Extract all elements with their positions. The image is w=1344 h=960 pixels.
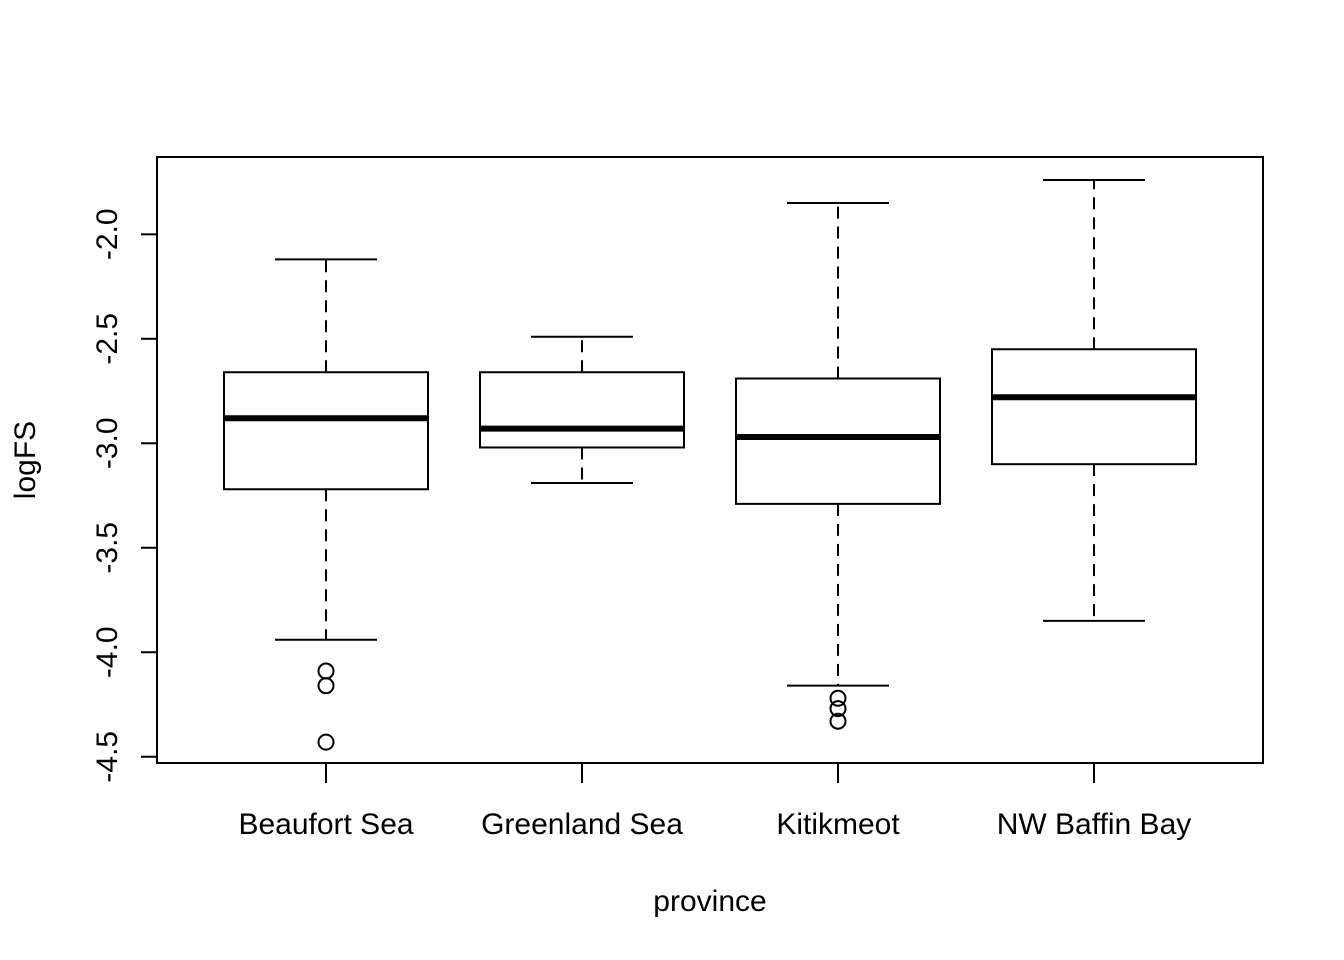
outlier-point — [317, 662, 335, 680]
outlier-point — [317, 677, 335, 695]
x-tick-label: NW Baffin Bay — [997, 808, 1192, 841]
y-axis-label: logFS — [9, 421, 42, 499]
box-series — [223, 178, 1197, 751]
outlier-point — [829, 700, 847, 718]
y-tick-label: -3.0 — [91, 417, 124, 469]
box-beaufort-sea — [223, 258, 429, 751]
iqr-box — [735, 377, 941, 505]
box-kitikmeot — [735, 201, 941, 730]
iqr-box — [223, 371, 429, 491]
iqr-box — [479, 371, 685, 449]
y-tick-label: -4.0 — [91, 626, 124, 678]
iqr-box — [991, 348, 1197, 466]
x-tick-label: Kitikmeot — [776, 808, 900, 841]
y-tick-label: -3.5 — [91, 522, 124, 574]
outlier-point — [317, 733, 335, 751]
box-greenland-sea — [479, 335, 685, 484]
y-tick-label: -2.0 — [91, 208, 124, 260]
x-axis: Beaufort Sea Greenland Sea Kitikmeot NW Baf… — [238, 763, 1191, 841]
y-axis: -4.5 -4.0 -3.5 -3.0 -2.5 -2.0 — [91, 208, 158, 783]
box-nw-baffin-bay — [991, 178, 1197, 622]
outlier-point — [829, 712, 847, 730]
outlier-point — [829, 689, 847, 707]
x-axis-label: province — [653, 885, 766, 918]
y-tick-label: -4.5 — [91, 731, 124, 783]
y-tick-label: -2.5 — [91, 313, 124, 365]
x-tick-label: Beaufort Sea — [238, 808, 413, 841]
x-tick-label: Greenland Sea — [481, 808, 683, 841]
